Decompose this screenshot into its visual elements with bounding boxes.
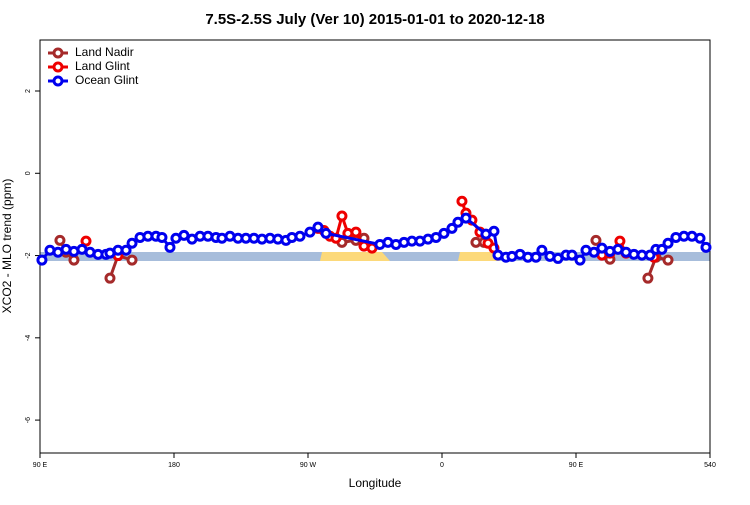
y-tick-label: -2 xyxy=(25,252,32,258)
x-tick-label: 90 E xyxy=(33,462,48,469)
data-point xyxy=(68,254,80,266)
data-point xyxy=(438,227,450,239)
legend-label: Ocean Glint xyxy=(75,73,139,87)
legend-label: Land Glint xyxy=(75,59,130,73)
data-point xyxy=(104,272,116,284)
data-point xyxy=(574,254,586,266)
land-band xyxy=(458,252,500,261)
x-axis-label: Longitude xyxy=(349,476,402,490)
x-tick-label: 0 xyxy=(440,462,444,469)
land-band xyxy=(320,252,390,261)
data-point xyxy=(80,235,92,247)
data-point xyxy=(294,230,306,242)
data-point xyxy=(662,254,674,266)
data-point xyxy=(488,225,500,237)
data-point xyxy=(530,251,542,263)
data-point xyxy=(126,237,138,249)
x-tick-label: 180 xyxy=(168,462,180,469)
data-point xyxy=(694,232,706,244)
data-point xyxy=(54,234,66,246)
data-point xyxy=(36,254,48,266)
data-point xyxy=(156,231,168,243)
data-point xyxy=(642,272,654,284)
legend-marker xyxy=(52,75,64,87)
legend-marker xyxy=(52,61,64,73)
y-axis-label: XCO2 - MLO trend (ppm) xyxy=(0,179,14,314)
legend-label: Land Nadir xyxy=(75,45,134,59)
x-tick-label: 90 W xyxy=(300,462,317,469)
y-tick-label: -4 xyxy=(25,335,32,341)
data-point xyxy=(120,244,132,256)
data-point xyxy=(312,221,324,233)
legend-marker xyxy=(52,47,64,59)
data-point xyxy=(656,243,668,255)
data-point xyxy=(536,244,548,256)
data-point xyxy=(460,212,472,224)
x-tick-label: 540 xyxy=(704,462,716,469)
chart-title: 7.5S-2.5S July (Ver 10) 2015-01-01 to 20… xyxy=(205,11,544,28)
data-point xyxy=(320,227,332,239)
data-point xyxy=(452,216,464,228)
data-point xyxy=(164,241,176,253)
data-point xyxy=(566,249,578,261)
data-point xyxy=(590,234,602,246)
data-point xyxy=(126,254,138,266)
data-point xyxy=(700,241,712,253)
data-point xyxy=(456,195,468,207)
y-tick-label: -6 xyxy=(25,417,32,423)
data-point xyxy=(588,246,600,258)
data-point xyxy=(336,210,348,222)
data-point xyxy=(446,222,458,234)
data-point xyxy=(662,237,674,249)
y-tick-label: 0 xyxy=(25,171,32,175)
y-tick-label: 2 xyxy=(25,89,32,93)
x-tick-label: 90 E xyxy=(569,462,584,469)
data-point xyxy=(350,226,362,238)
data-point xyxy=(304,226,316,238)
data-point xyxy=(430,231,442,243)
